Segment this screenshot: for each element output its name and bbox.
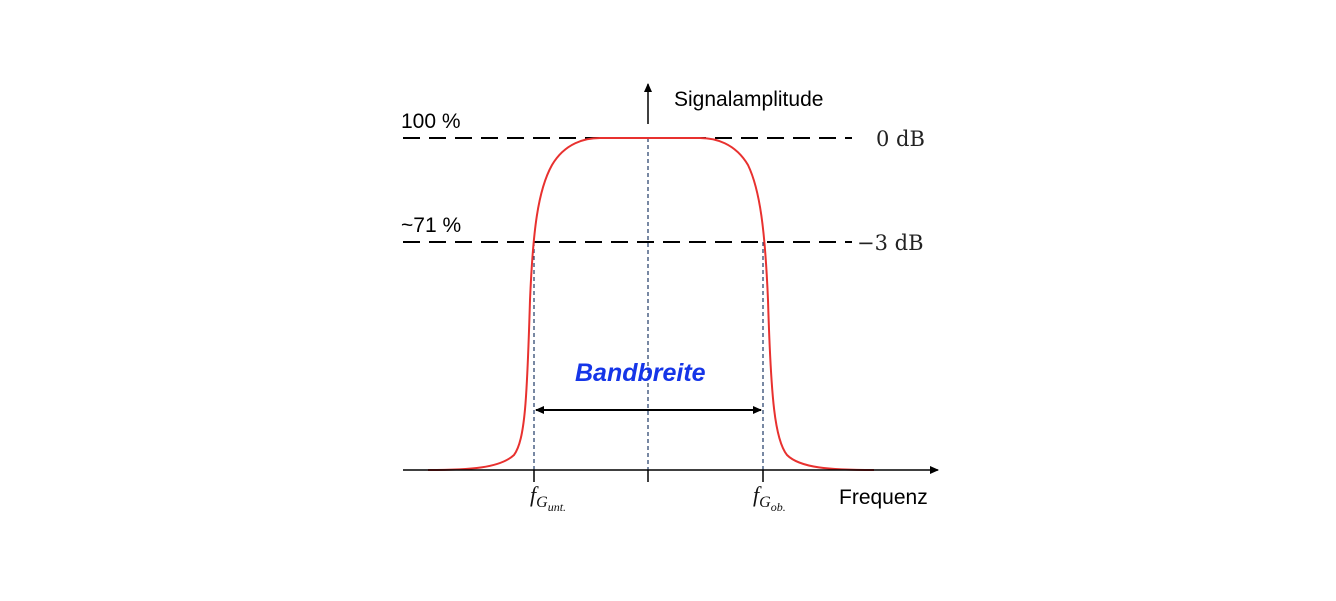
lower-cutoff-label: fGunt.: [530, 482, 566, 514]
db-3-label: −3 dB: [857, 231, 924, 255]
upper-cutoff-label: fGob.: [753, 482, 786, 514]
bandpass-response-curve: [427, 137, 875, 471]
db-0-label: 0 dB: [876, 127, 925, 151]
x-axis-label: Frequenz: [839, 486, 928, 509]
bandwidth-label: Bandbreite: [575, 359, 706, 387]
level-71-label: ~71 %: [401, 214, 461, 237]
level-100-label: 100 %: [401, 110, 461, 133]
y-axis-label: Signalamplitude: [674, 88, 823, 111]
